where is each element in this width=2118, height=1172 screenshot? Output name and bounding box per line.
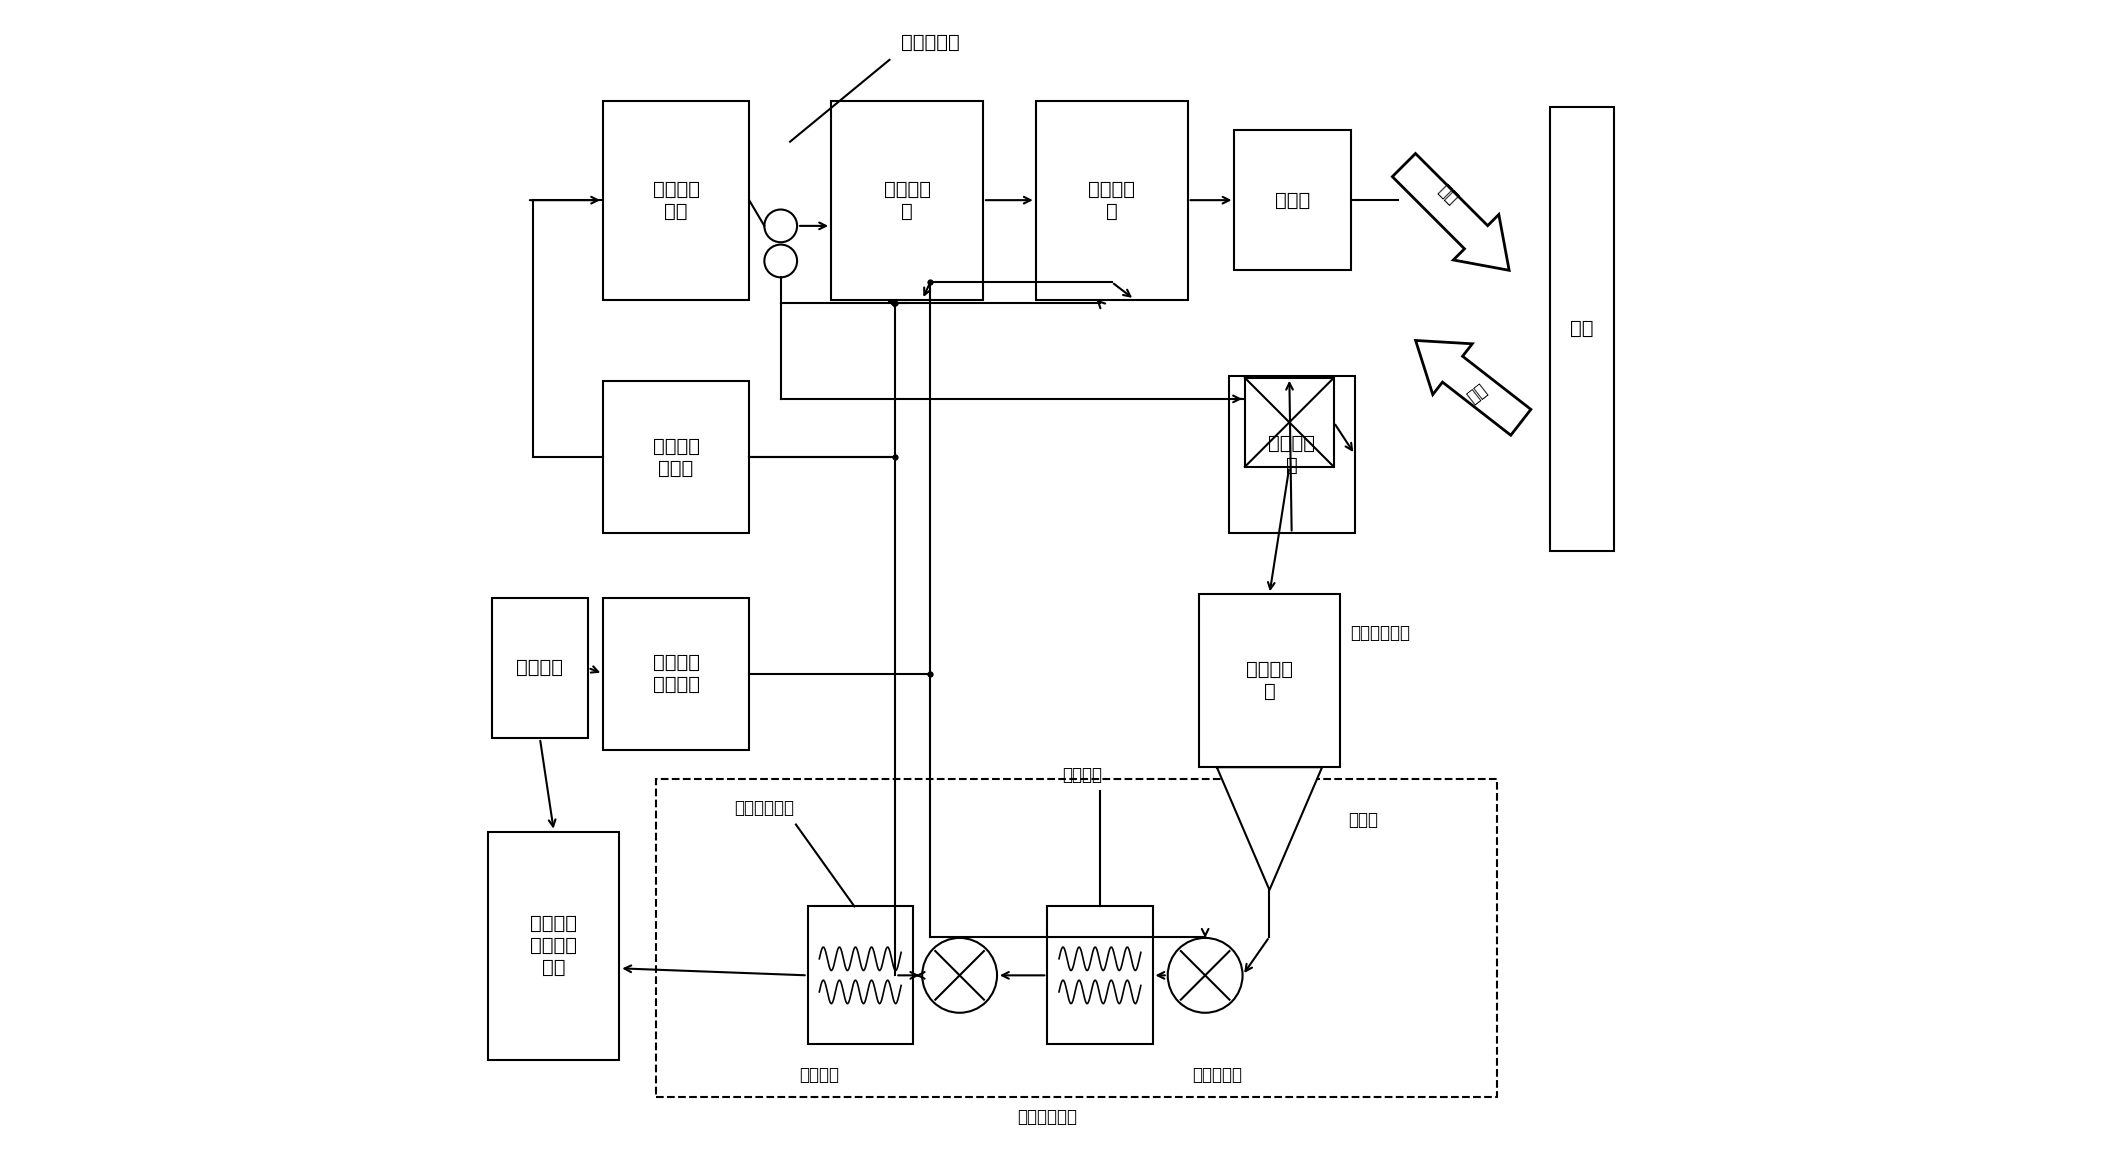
Text: 同步检波电路: 同步检波电路 [735,799,794,817]
Text: 低通滤波: 低通滤波 [798,1065,839,1084]
Text: 数据采集
以及频谱
分析: 数据采集 以及频谱 分析 [530,914,578,977]
Text: 保偏耦合器: 保偏耦合器 [900,33,959,52]
Text: 平衡探测
器: 平衡探测 器 [1245,660,1292,701]
FancyBboxPatch shape [491,598,589,738]
Text: 啁啾混频器: 啁啾混频器 [1192,1065,1241,1084]
Text: 射频信号处理: 射频信号处理 [1017,1108,1078,1126]
FancyBboxPatch shape [604,381,750,533]
FancyBboxPatch shape [604,598,750,750]
Text: 声光移频
器: 声光移频 器 [883,179,930,220]
Polygon shape [1218,768,1322,890]
FancyBboxPatch shape [1228,375,1356,533]
FancyArrow shape [1415,340,1531,435]
Text: 带通滤波: 带通滤波 [1063,766,1101,784]
FancyBboxPatch shape [1046,906,1152,1044]
FancyBboxPatch shape [489,832,618,1059]
Text: 接收望远
镜: 接收望远 镜 [1269,434,1315,475]
Text: 接收: 接收 [1464,380,1491,407]
FancyBboxPatch shape [830,101,983,300]
Text: 多周期啁
啾信号源: 多周期啁 啾信号源 [652,653,699,694]
Text: 窄线宽激
光器: 窄线宽激 光器 [652,179,699,220]
Text: 发射: 发射 [1434,180,1461,207]
Text: 控制电路: 控制电路 [517,659,563,677]
Text: 准直镜: 准直镜 [1275,191,1311,210]
FancyBboxPatch shape [1036,101,1188,300]
FancyBboxPatch shape [1245,377,1334,466]
Text: 目标: 目标 [1569,319,1595,339]
FancyBboxPatch shape [807,906,913,1044]
Text: 激光混合光路: 激光混合光路 [1351,624,1411,642]
FancyArrow shape [1392,154,1510,271]
Text: 电光调制
器: 电光调制 器 [1089,179,1135,220]
FancyBboxPatch shape [1550,107,1614,551]
Text: 放大器: 放大器 [1347,811,1379,829]
FancyBboxPatch shape [1235,130,1351,271]
FancyBboxPatch shape [1199,594,1339,768]
FancyBboxPatch shape [604,101,750,300]
Text: 激光外差
中频源: 激光外差 中频源 [652,437,699,478]
